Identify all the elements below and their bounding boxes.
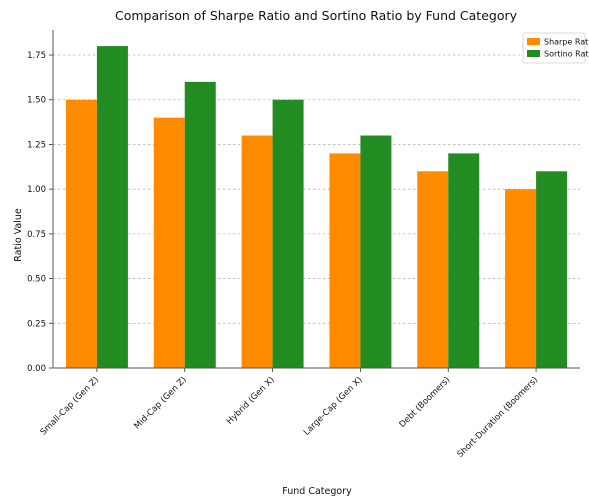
- sortino-ratio-bar: [272, 99, 304, 368]
- sortino-ratio-bar: [360, 135, 392, 368]
- legend-swatch-sortino: [527, 50, 540, 57]
- x-tick-label: Debt (Boomers): [398, 375, 453, 430]
- x-tick-label: Large-Cap (Gen X): [302, 375, 365, 438]
- y-tick-label: 0.00: [27, 364, 46, 374]
- y-axis-title: Ratio Value: [13, 208, 24, 262]
- x-tick-label: Short-Duration (Boomers): [455, 375, 540, 460]
- y-tick-label: 0.50: [27, 275, 46, 285]
- y-tick-label: 0.25: [27, 319, 46, 329]
- grid-lines: [53, 54, 580, 369]
- legend-swatch-sharpe: [527, 38, 540, 45]
- y-tick-labels: 0.00 0.25 0.50 0.75 1.00 1.25 1.50 1.75: [27, 51, 46, 374]
- legend: Sharpe Ratio Sortino Ratio: [522, 32, 589, 64]
- sortino-ratio-bar: [96, 46, 128, 368]
- x-tick-label: Hybrid (Gen X): [225, 375, 277, 427]
- sharpe-ratio-bar: [153, 117, 185, 368]
- sharpe-ratio-bar: [417, 171, 449, 368]
- y-tick-label: 0.75: [27, 230, 46, 240]
- legend-label-sharpe: Sharpe Ratio: [544, 38, 589, 47]
- sharpe-ratio-bar: [241, 135, 273, 368]
- chart-title: Comparison of Sharpe Ratio and Sortino R…: [115, 8, 518, 23]
- bars: [65, 46, 568, 369]
- axes: [49, 30, 580, 372]
- y-tick-label: 1.00: [27, 185, 46, 195]
- sharpe-ratio-bar: [329, 153, 361, 368]
- y-tick-label: 1.25: [27, 140, 46, 150]
- sharpe-ratio-bar: [65, 99, 97, 368]
- y-tick-label: 1.75: [27, 51, 46, 61]
- sortino-ratio-bar: [536, 171, 568, 368]
- sortino-ratio-bar: [184, 81, 216, 369]
- x-tick-label: Small-Cap (Gen Z): [39, 375, 101, 437]
- legend-label-sortino: Sortino Ratio: [544, 50, 589, 59]
- x-axis-title: Fund Category: [282, 486, 352, 497]
- x-tick-labels: Small-Cap (Gen Z) Mid-Cap (Gen Z) Hybrid (…: [39, 375, 541, 460]
- sortino-ratio-bar: [448, 153, 480, 368]
- sharpe-ratio-bar: [505, 189, 537, 368]
- x-tick-label: Mid-Cap (Gen Z): [132, 375, 188, 431]
- y-tick-label: 1.50: [27, 96, 46, 106]
